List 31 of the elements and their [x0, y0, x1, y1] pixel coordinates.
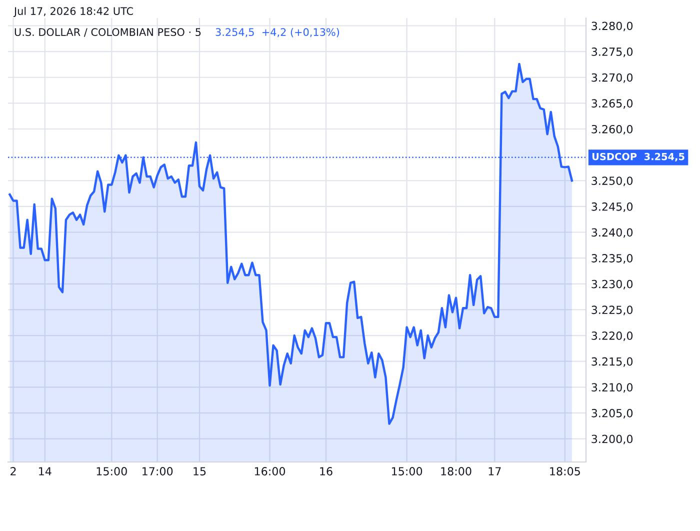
y-tick-label: 3.230,0	[592, 280, 633, 290]
y-tick-label: 3.210,0	[592, 383, 633, 393]
y-tick-label: 3.250,0	[592, 176, 633, 186]
x-tick-label: 15:00	[392, 467, 422, 476]
y-tick-label: 3.280,0	[592, 22, 633, 32]
y-tick-label: 3.265,0	[592, 99, 633, 109]
y-tick-label: 3.240,0	[592, 228, 633, 238]
annotation: 3.254,5 +4,2 (+0,13%)	[216, 28, 340, 38]
x-tick-label: 18:00	[441, 467, 472, 476]
y-tick-label: 3.275,0	[592, 48, 633, 58]
y-tick-label: 3.220,0	[592, 331, 633, 342]
y-tick-label: 3.215,0	[592, 357, 633, 367]
x-tick-label: 17	[488, 467, 501, 476]
ref-line-label: USDCOP 3.254,5	[592, 152, 684, 162]
x-tick-label: 2	[10, 467, 16, 476]
text: U.S. DOLLAR / COLOMBIAN PESO · 5	[14, 28, 201, 37]
x-tick-label: 16	[320, 467, 332, 476]
x-tick-label: 16:00	[254, 467, 286, 476]
x-tick-label: 15:00	[96, 467, 127, 476]
y-tick-label: 3.245,0	[592, 202, 633, 212]
x-tick-label: 17:00	[142, 467, 173, 476]
y-tick-label: 3.235,0	[592, 254, 633, 264]
y-tick-label: 3.205,0	[592, 408, 633, 418]
x-tick-label: 15	[194, 467, 206, 476]
y-tick-label: 3.260,0	[592, 124, 633, 135]
text: Jul 17, 2026 18:42 UTC	[13, 6, 133, 17]
y-tick-label: 3.270,0	[592, 73, 633, 83]
x-tick-label: 18:05	[550, 467, 580, 476]
y-tick-label: 3.200,0	[592, 434, 633, 444]
y-tick-label: 3.225,0	[592, 306, 633, 316]
x-tick-label: 14	[39, 467, 52, 476]
